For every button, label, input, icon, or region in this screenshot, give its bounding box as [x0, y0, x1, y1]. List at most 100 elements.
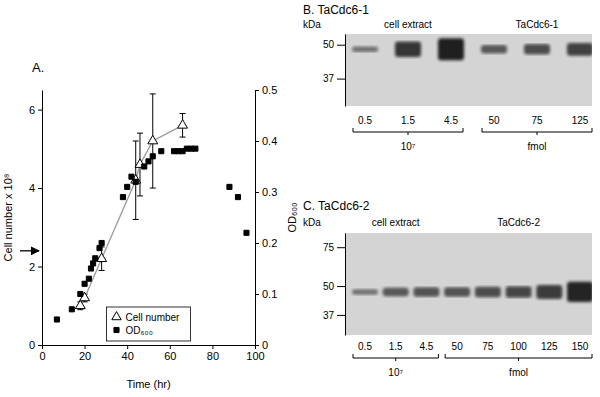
band [352, 47, 378, 53]
tick: 50 [323, 281, 345, 292]
point [75, 300, 85, 309]
tick: 20 [79, 345, 91, 362]
legend-label: Cell number [126, 312, 181, 323]
tick-label: 80 [207, 350, 219, 362]
tick: 80 [207, 345, 219, 362]
axis-line [42, 91, 43, 346]
point [146, 159, 151, 164]
group-unit: 10⁷ [388, 367, 403, 378]
y-axis-title: Cell number x 10⁸ [2, 174, 14, 262]
tick-mark [38, 345, 42, 346]
tick-mark [337, 79, 345, 80]
band [438, 38, 464, 60]
point [82, 281, 87, 286]
axis-line [43, 345, 256, 346]
tick-mark [255, 345, 259, 346]
lane-label: 125 [541, 341, 558, 352]
point [91, 261, 96, 266]
lane-label: 75 [482, 341, 494, 352]
band [506, 286, 532, 298]
point [133, 179, 138, 184]
y2-axis: 00.10.20.30.40.5 [255, 84, 277, 351]
tick-label: 37 [323, 73, 335, 84]
lane-label: 0.5 [358, 115, 372, 126]
tick-mark [255, 90, 259, 91]
group-unit: fmol [509, 367, 528, 378]
lane-label: 1.5 [389, 341, 403, 352]
tick: 0.5 [255, 84, 277, 96]
tick-mark [255, 141, 259, 142]
lane-label: 75 [531, 115, 543, 126]
point [78, 291, 83, 296]
lane-label: 1.5 [401, 115, 415, 126]
lane-label: 125 [572, 115, 589, 126]
tick-label: 50 [323, 39, 335, 50]
legend: Cell numberOD₆₀₀ [107, 307, 191, 341]
legend-symbol [112, 312, 121, 320]
tick: 0.1 [255, 288, 277, 300]
tick: 4 [29, 182, 42, 194]
tick-mark [337, 286, 345, 287]
point [159, 149, 164, 154]
tick-label: 75 [323, 242, 335, 253]
lane-label: 150 [572, 341, 589, 352]
tick-mark [337, 315, 345, 316]
tick-label: 0 [262, 339, 268, 351]
series-line [80, 125, 182, 305]
group-bracket [445, 354, 592, 361]
point [148, 135, 158, 144]
blot-membrane [345, 233, 592, 335]
tick: 75 [323, 242, 345, 253]
tick-mark [38, 110, 42, 111]
tick: 0 [39, 345, 45, 362]
tick: 0.2 [255, 237, 277, 249]
tick-mark [212, 345, 213, 349]
point [120, 195, 125, 200]
point [88, 266, 93, 271]
band [395, 42, 421, 58]
tick-mark [337, 247, 345, 248]
group-bracket [482, 128, 592, 135]
tick-mark [42, 345, 43, 349]
tick-label: 2 [29, 261, 35, 273]
tick: 40 [122, 345, 134, 362]
blot-membrane [345, 34, 592, 106]
lane-label: 0.5 [358, 341, 372, 352]
group-label: TaCdc6-2 [497, 217, 540, 228]
lane-label: 50 [452, 341, 464, 352]
lane-label: 100 [510, 341, 527, 352]
band [481, 45, 507, 54]
group-unit: fmol [528, 141, 547, 152]
lane-label: 4.5 [444, 115, 458, 126]
point [244, 230, 249, 235]
tick-mark [337, 45, 345, 46]
point [93, 256, 98, 261]
axis-line [345, 234, 346, 336]
tick-mark [38, 188, 42, 189]
band [352, 289, 378, 295]
tick: 0 [255, 339, 268, 351]
point [99, 240, 104, 245]
tick-label: 0.5 [262, 84, 277, 96]
tick: 0.4 [255, 135, 277, 147]
band [536, 285, 562, 299]
tick-label: 0.4 [262, 135, 277, 147]
legend-box [107, 307, 191, 341]
tick-label: 0 [29, 339, 35, 351]
legend-symbol [114, 327, 119, 332]
band [413, 287, 439, 296]
tick: 2 [29, 261, 42, 273]
tick-label: 100 [246, 350, 264, 362]
figure-svg: 020406080100024600.10.20.30.40.5A.Time (… [0, 0, 600, 397]
point [235, 195, 240, 200]
group-unit: 10⁷ [401, 141, 416, 152]
tick-mark [255, 294, 259, 295]
group-bracket [353, 354, 438, 361]
band [567, 43, 592, 56]
point [97, 246, 102, 251]
x-axis: 0 20 40 60 80 100 [39, 345, 264, 362]
tick-label: 60 [164, 350, 176, 362]
panel-title: B. TaCdc6-1 [303, 3, 369, 17]
tick-label: 50 [323, 281, 335, 292]
tick-label: 40 [122, 350, 134, 362]
